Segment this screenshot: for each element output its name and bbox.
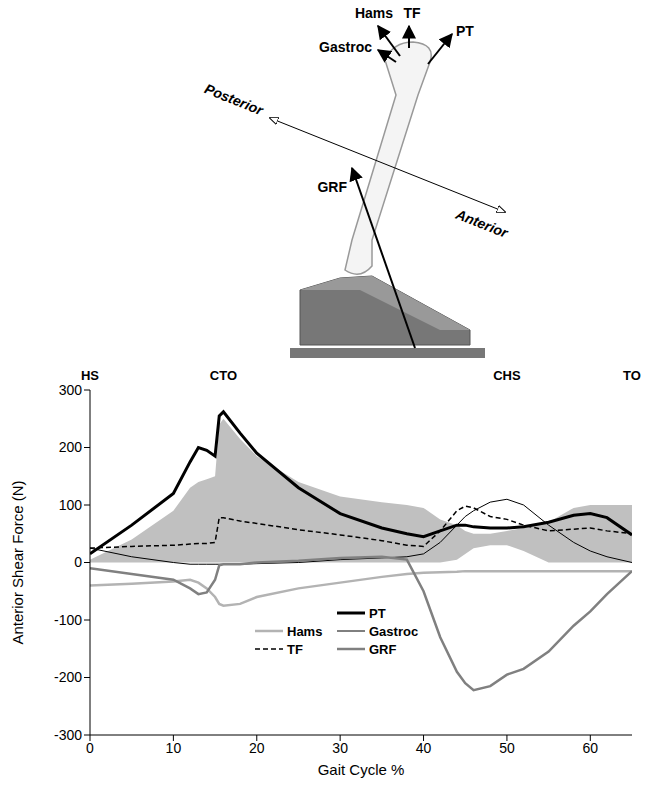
html-text:Gastroc: Gastroc	[369, 623, 419, 639]
html-text:GRF: GRF	[369, 641, 397, 657]
svg-text:0: 0	[86, 740, 94, 756]
svg-text:Anterior: Anterior	[453, 205, 512, 241]
svg-text:20: 20	[249, 740, 265, 756]
svg-text:200: 200	[59, 439, 83, 455]
svg-text:0: 0	[74, 554, 82, 570]
svg-text:Gait Cycle %: Gait Cycle %	[318, 761, 405, 778]
svg-text:Hams: Hams	[355, 5, 393, 21]
svg-text:CTO: CTO	[210, 368, 237, 383]
svg-text:TF: TF	[403, 5, 421, 21]
svg-text:-300: -300	[54, 727, 82, 743]
svg-text:-100: -100	[54, 612, 82, 628]
svg-text:60: 60	[583, 740, 599, 756]
svg-text:Anterior Shear Force (N): Anterior Shear Force (N)	[9, 480, 26, 644]
svg-text:40: 40	[416, 740, 432, 756]
svg-text:GRF: GRF	[317, 179, 347, 195]
svg-text:Posterior: Posterior	[202, 81, 266, 119]
svg-text:300: 300	[59, 382, 83, 398]
svg-text:-200: -200	[54, 669, 82, 685]
html-text:TF: TF	[287, 641, 303, 657]
svg-text:PT: PT	[456, 23, 474, 39]
svg-text:Gastroc: Gastroc	[319, 39, 372, 55]
svg-text:CHS: CHS	[493, 368, 521, 383]
svg-text:10: 10	[166, 740, 182, 756]
svg-text:50: 50	[499, 740, 515, 756]
svg-text:30: 30	[332, 740, 348, 756]
svg-text:HS: HS	[81, 368, 99, 383]
svg-text:TO: TO	[623, 368, 641, 383]
svg-text:100: 100	[59, 497, 83, 513]
html-text:PT: PT	[369, 605, 386, 621]
html-text:Hams: Hams	[287, 623, 323, 639]
